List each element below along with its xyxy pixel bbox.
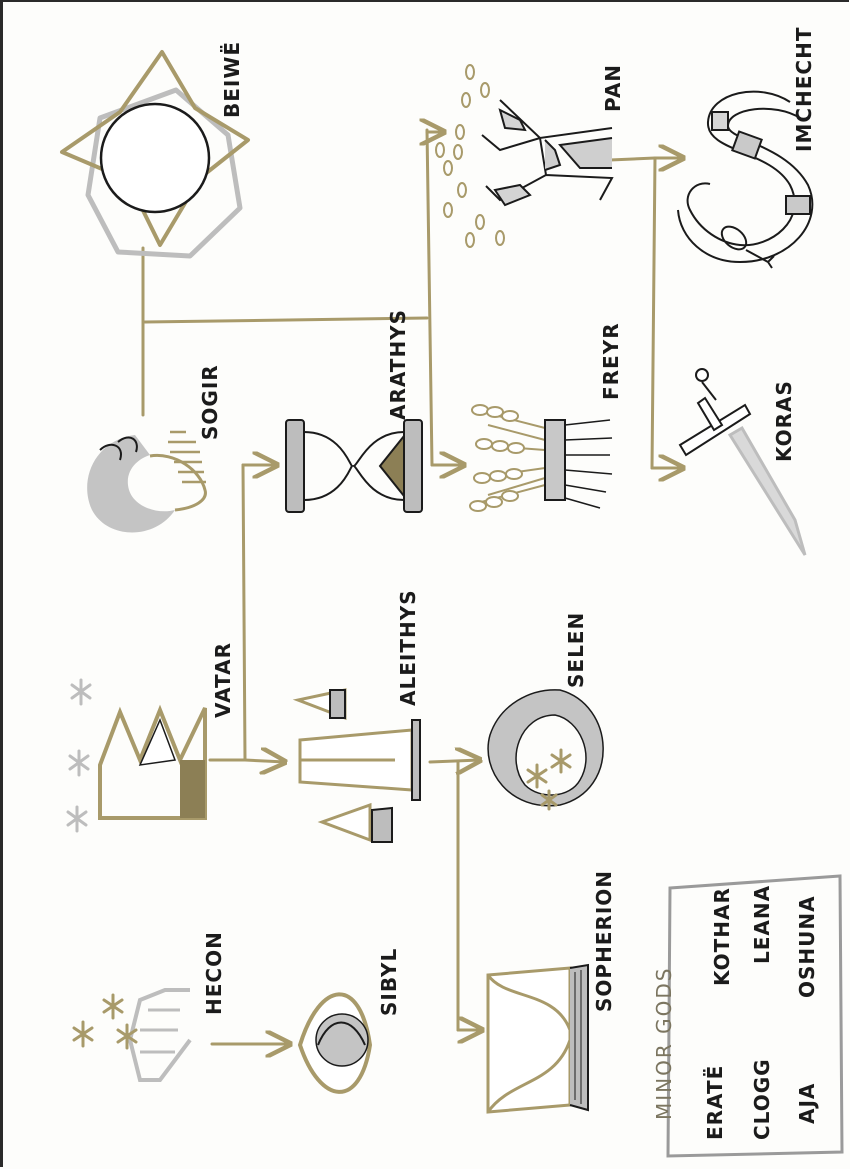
god-label-sogir: SOGIR [198,364,222,440]
hourglass-icon [285,419,423,513]
serpent-icon [677,90,814,269]
wheat-icon [469,404,613,512]
wave-moon-icon [87,430,207,533]
god-label-aleithys: ALEITHYS [396,589,420,706]
god-label-imchecht: IMCHECHT [792,26,816,152]
sword-icon [678,368,807,556]
god-label-pan: PAN [601,63,625,112]
god-label-freyr: FREYR [599,322,623,400]
minor-gods-box [666,874,844,1158]
crown-icon [66,678,207,833]
god-label-hecon: HECON [202,931,226,1015]
god-label-vatar: VATAR [211,641,235,718]
minor-gods-title: MINOR GODS [652,966,676,1120]
minor-god-clogg: CLOGG [750,1058,774,1140]
eye-icon [297,992,373,1094]
god-label-arathys: ARATHYS [386,308,410,420]
arrow-to-selen [428,760,480,762]
book-icon [486,963,589,1114]
hand-icon [72,988,192,1082]
connector-lines [141,128,683,1044]
crescent-moon-icon [487,689,604,811]
tree-icon [435,64,614,248]
god-label-koras: KORAS [772,380,796,462]
minor-god-oshuna: OSHUNA [795,895,819,998]
union-to-children-line [143,316,429,324]
children-branch-line [425,128,434,467]
arrow-to-aleithys [243,760,285,762]
pan-branch-line [650,156,657,470]
god-label-sopherion: SOPHERION [592,869,616,1012]
god-label-sibyl: SIBYL [377,947,401,1016]
minor-god-erate: ERATË [703,1064,727,1140]
scales-icon [292,688,421,843]
pan-offspring-line [608,156,657,162]
sun-star-icon [60,50,250,259]
minor-god-kothar: KOTHAR [710,887,734,986]
vatar-aleithys-branch-line [241,463,247,762]
god-label-selen: SELEN [564,611,588,688]
minor-god-aja: AJA [795,1082,819,1124]
minor-god-leana: LEANA [750,884,774,964]
god-label-beiwe: BEIWË [220,40,244,118]
